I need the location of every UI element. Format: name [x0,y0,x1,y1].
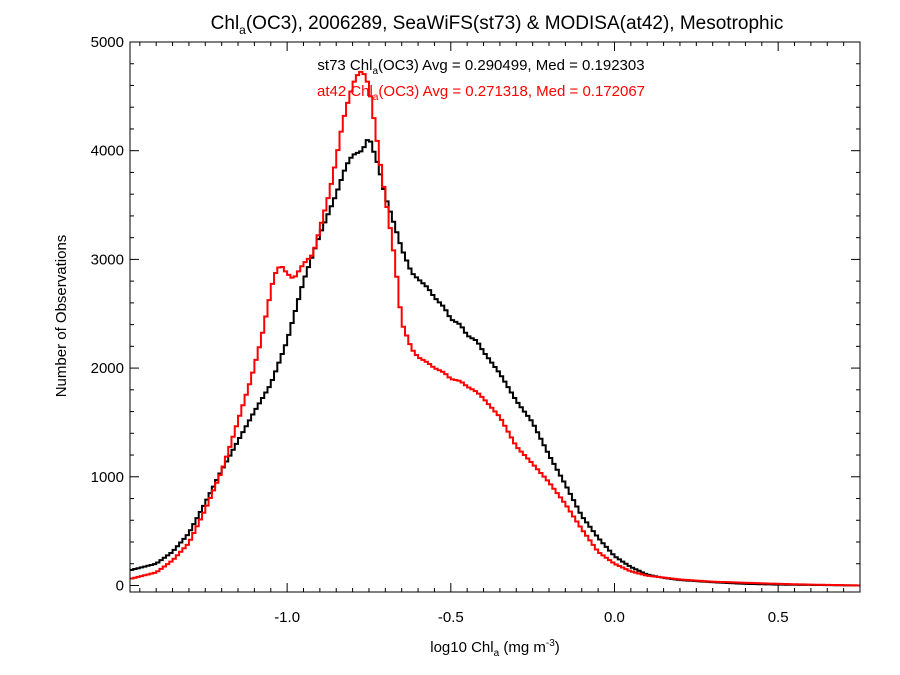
y-axis-label: Number of Observations [53,235,70,398]
y-tick-label: 2000 [91,360,124,377]
series-at42-line [130,70,860,587]
x-axis-label: log10 Chla (mg m-3) [430,638,560,659]
x-tick-label: 0.0 [604,609,625,626]
x-tick-label: -1.0 [274,609,300,626]
y-tick-label: 4000 [91,143,124,160]
y-tick-label: 3000 [91,251,124,268]
axis-ticks: -1.0 -0.5 0.0 0.5 0 1000 2000 3000 4000 5000 [91,34,861,626]
y-tick-label: 0 [116,577,124,594]
y-tick-label: 1000 [91,469,124,486]
y-tick-label: 5000 [91,34,124,51]
legend-entry-st73: st73 Chla(OC3) Avg = 0.290499, Med = 0.1… [317,57,644,77]
chart-title: Chla(OC3), 2006289, SeaWiFS(st73) & MODI… [211,13,784,37]
x-tick-label: -0.5 [438,609,464,626]
series-lines [130,70,860,587]
legend-entry-at42: at42 Chla(OC3) Avg = 0.271318, Med = 0.1… [317,83,645,103]
plot-frame [129,41,861,593]
x-tick-label: 0.5 [768,609,789,626]
